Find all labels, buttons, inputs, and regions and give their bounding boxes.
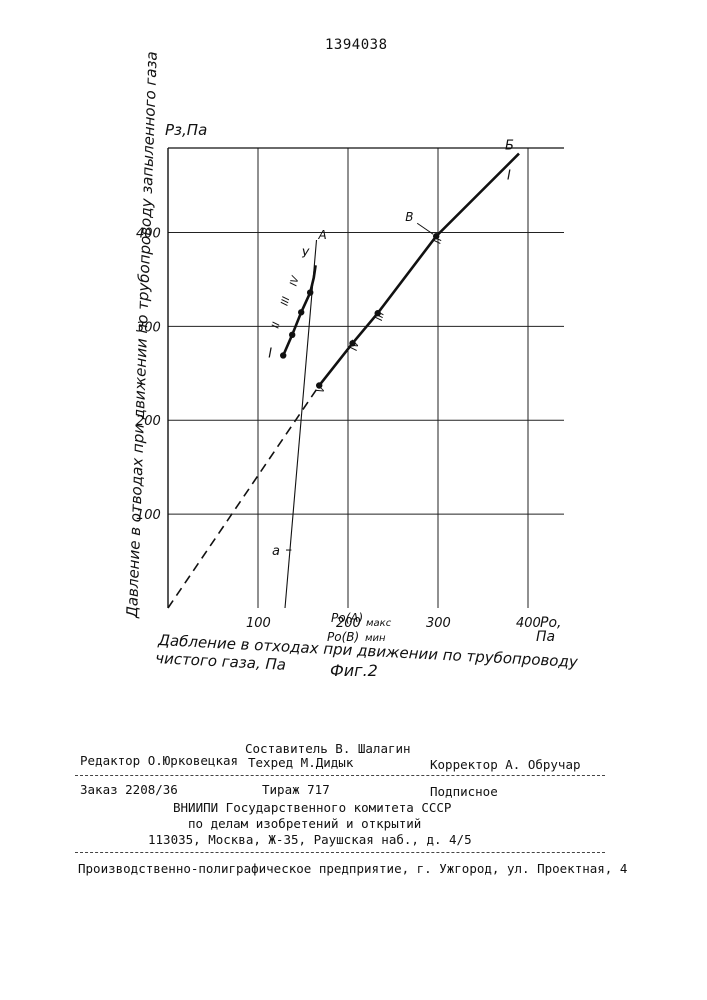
series-line-2 [168,386,319,609]
labels: Pз,Па Pо, Па Pо(А) макс Pо(В) мин Даблен… [123,51,579,680]
series0-point-1 [289,332,295,338]
series1-point-label-2: III [374,311,387,322]
chart: Pз,Па Pо, Па Pо(А) макс Pо(В) мин Даблен… [0,0,707,700]
series3-start-label: А [318,228,327,242]
series0-point-2 [298,309,304,315]
footer-address: 113035, Москва, Ж-35, Раушская наб., д. … [148,832,472,847]
x-tick-label-0: 100 [246,616,271,631]
footer-subscription: Подписное [430,784,498,799]
footer-compiler: Составитель В. Шалагин [245,741,411,756]
grid [168,148,564,608]
footer-institute-2: по делам изобретений и открытий [188,816,421,831]
footer-institute-1: ВНИИПИ Государственного комитета СССР [173,800,451,815]
series1-end-label: Б [505,139,514,154]
x-tick-label-1: 200 [336,616,361,631]
footer-rule-1 [75,775,605,776]
series1-end-label-2: I [507,169,511,184]
footer-corrector: Корректор А. Обручар [430,757,581,772]
x-axis-unit-2: Па [536,629,555,645]
figure-caption: Фиг.2 [330,661,378,680]
y-tick-label-2: 300 [136,320,161,335]
footer-rule-2 [75,852,605,853]
footer-order: Заказ 2208/36 [80,782,178,797]
x-tick-label-3: 400 [516,616,541,631]
series3-label: а [272,544,280,559]
x-tick-label-2: 300 [426,616,451,631]
series0-end-label: У [302,246,310,260]
series0-start-label: I [268,346,272,361]
footer-circulation: Тираж 717 [262,782,330,797]
series0-point-0 [280,352,286,358]
series1-point-label-3: II [432,236,444,245]
x-annotation-max-2: макс [366,618,392,629]
y-tick-label-3: 400 [136,226,161,241]
series [168,154,519,608]
series0-point-label-2: III [279,296,292,307]
axes [168,148,564,608]
series0-point-3 [307,289,313,295]
y-tick-label-0: 100 [136,508,161,523]
footer-editor: Редактор О.Юрковецкая [80,753,238,768]
y-tick-label-1: 200 [136,414,161,429]
footer-techred: Техред М.Дидык [248,755,353,770]
series-line-1 [319,154,519,386]
series0-point-label-3: IV [288,274,301,287]
series1-marker-label: В [405,210,413,224]
series0-point-label-1: II [270,321,282,330]
y-axis-unit: Pз,Па [165,121,207,139]
footer-printer: Производственно-полиграфическое предприя… [78,861,627,876]
